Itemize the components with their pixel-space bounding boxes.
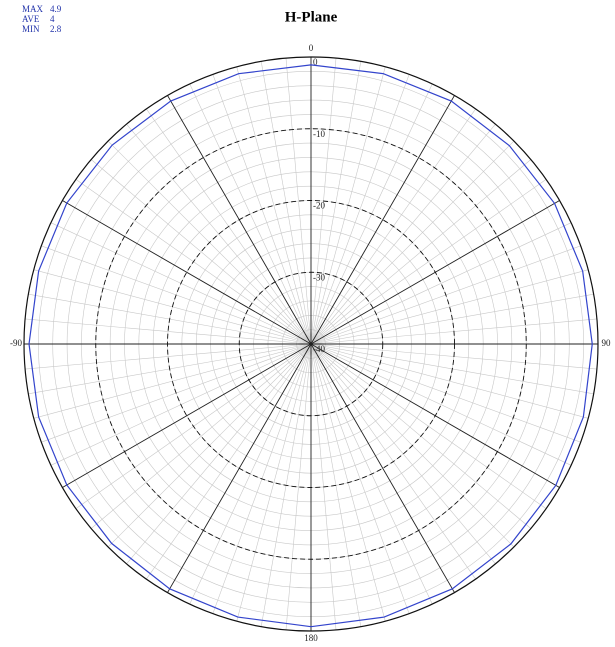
r-tick-label: -40 bbox=[313, 344, 325, 354]
minor-spoke bbox=[189, 343, 312, 605]
r-tick-label: -30 bbox=[313, 272, 325, 282]
angle-tick-label: 90 bbox=[602, 338, 612, 348]
r-tick-label: -10 bbox=[313, 129, 325, 139]
minor-spoke bbox=[90, 343, 312, 529]
minor-spoke bbox=[310, 343, 410, 614]
minor-spoke bbox=[310, 269, 589, 345]
grid-ring bbox=[238, 271, 384, 417]
r-tick-label: -20 bbox=[313, 201, 325, 211]
stat-label: MIN bbox=[22, 24, 40, 34]
major-spoke bbox=[310, 95, 455, 345]
minor-spoke bbox=[310, 61, 362, 345]
grid-ring bbox=[95, 128, 527, 560]
minor-spoke bbox=[310, 343, 572, 466]
stat-label: AVE bbox=[22, 14, 40, 24]
minor-spoke bbox=[310, 343, 496, 565]
minor-spoke bbox=[310, 74, 410, 345]
major-spoke bbox=[310, 343, 455, 593]
minor-spoke bbox=[189, 83, 312, 345]
minor-spoke bbox=[310, 179, 547, 345]
major-spoke bbox=[62, 343, 312, 488]
angle-tick-label: 0 bbox=[309, 43, 314, 53]
minor-spoke bbox=[236, 343, 312, 622]
minor-spoke bbox=[310, 222, 572, 345]
minor-spoke bbox=[126, 123, 312, 345]
minor-spoke bbox=[25, 318, 312, 345]
minor-spoke bbox=[310, 343, 589, 419]
minor-spoke bbox=[90, 159, 312, 345]
outer-ring bbox=[23, 56, 599, 632]
stat-label: MAX bbox=[22, 4, 44, 14]
minor-spoke bbox=[285, 58, 312, 345]
stat-value: 2.8 bbox=[50, 24, 62, 34]
pattern-line bbox=[28, 64, 593, 628]
minor-spoke bbox=[236, 66, 312, 345]
stat-value: 4 bbox=[50, 14, 55, 24]
minor-spoke bbox=[285, 343, 312, 630]
grid-ring bbox=[167, 200, 455, 488]
angle-tick-label: 180 bbox=[304, 633, 318, 643]
major-spoke bbox=[62, 200, 312, 345]
minor-spoke bbox=[25, 343, 312, 370]
minor-spoke bbox=[33, 343, 312, 419]
r-tick-label: 0 bbox=[313, 57, 318, 67]
minor-spoke bbox=[126, 343, 312, 565]
stat-value: 4.9 bbox=[50, 4, 62, 14]
angle-tick-label: -90 bbox=[10, 338, 22, 348]
minor-spoke bbox=[310, 343, 547, 509]
chart-title: H-Plane bbox=[285, 9, 338, 25]
